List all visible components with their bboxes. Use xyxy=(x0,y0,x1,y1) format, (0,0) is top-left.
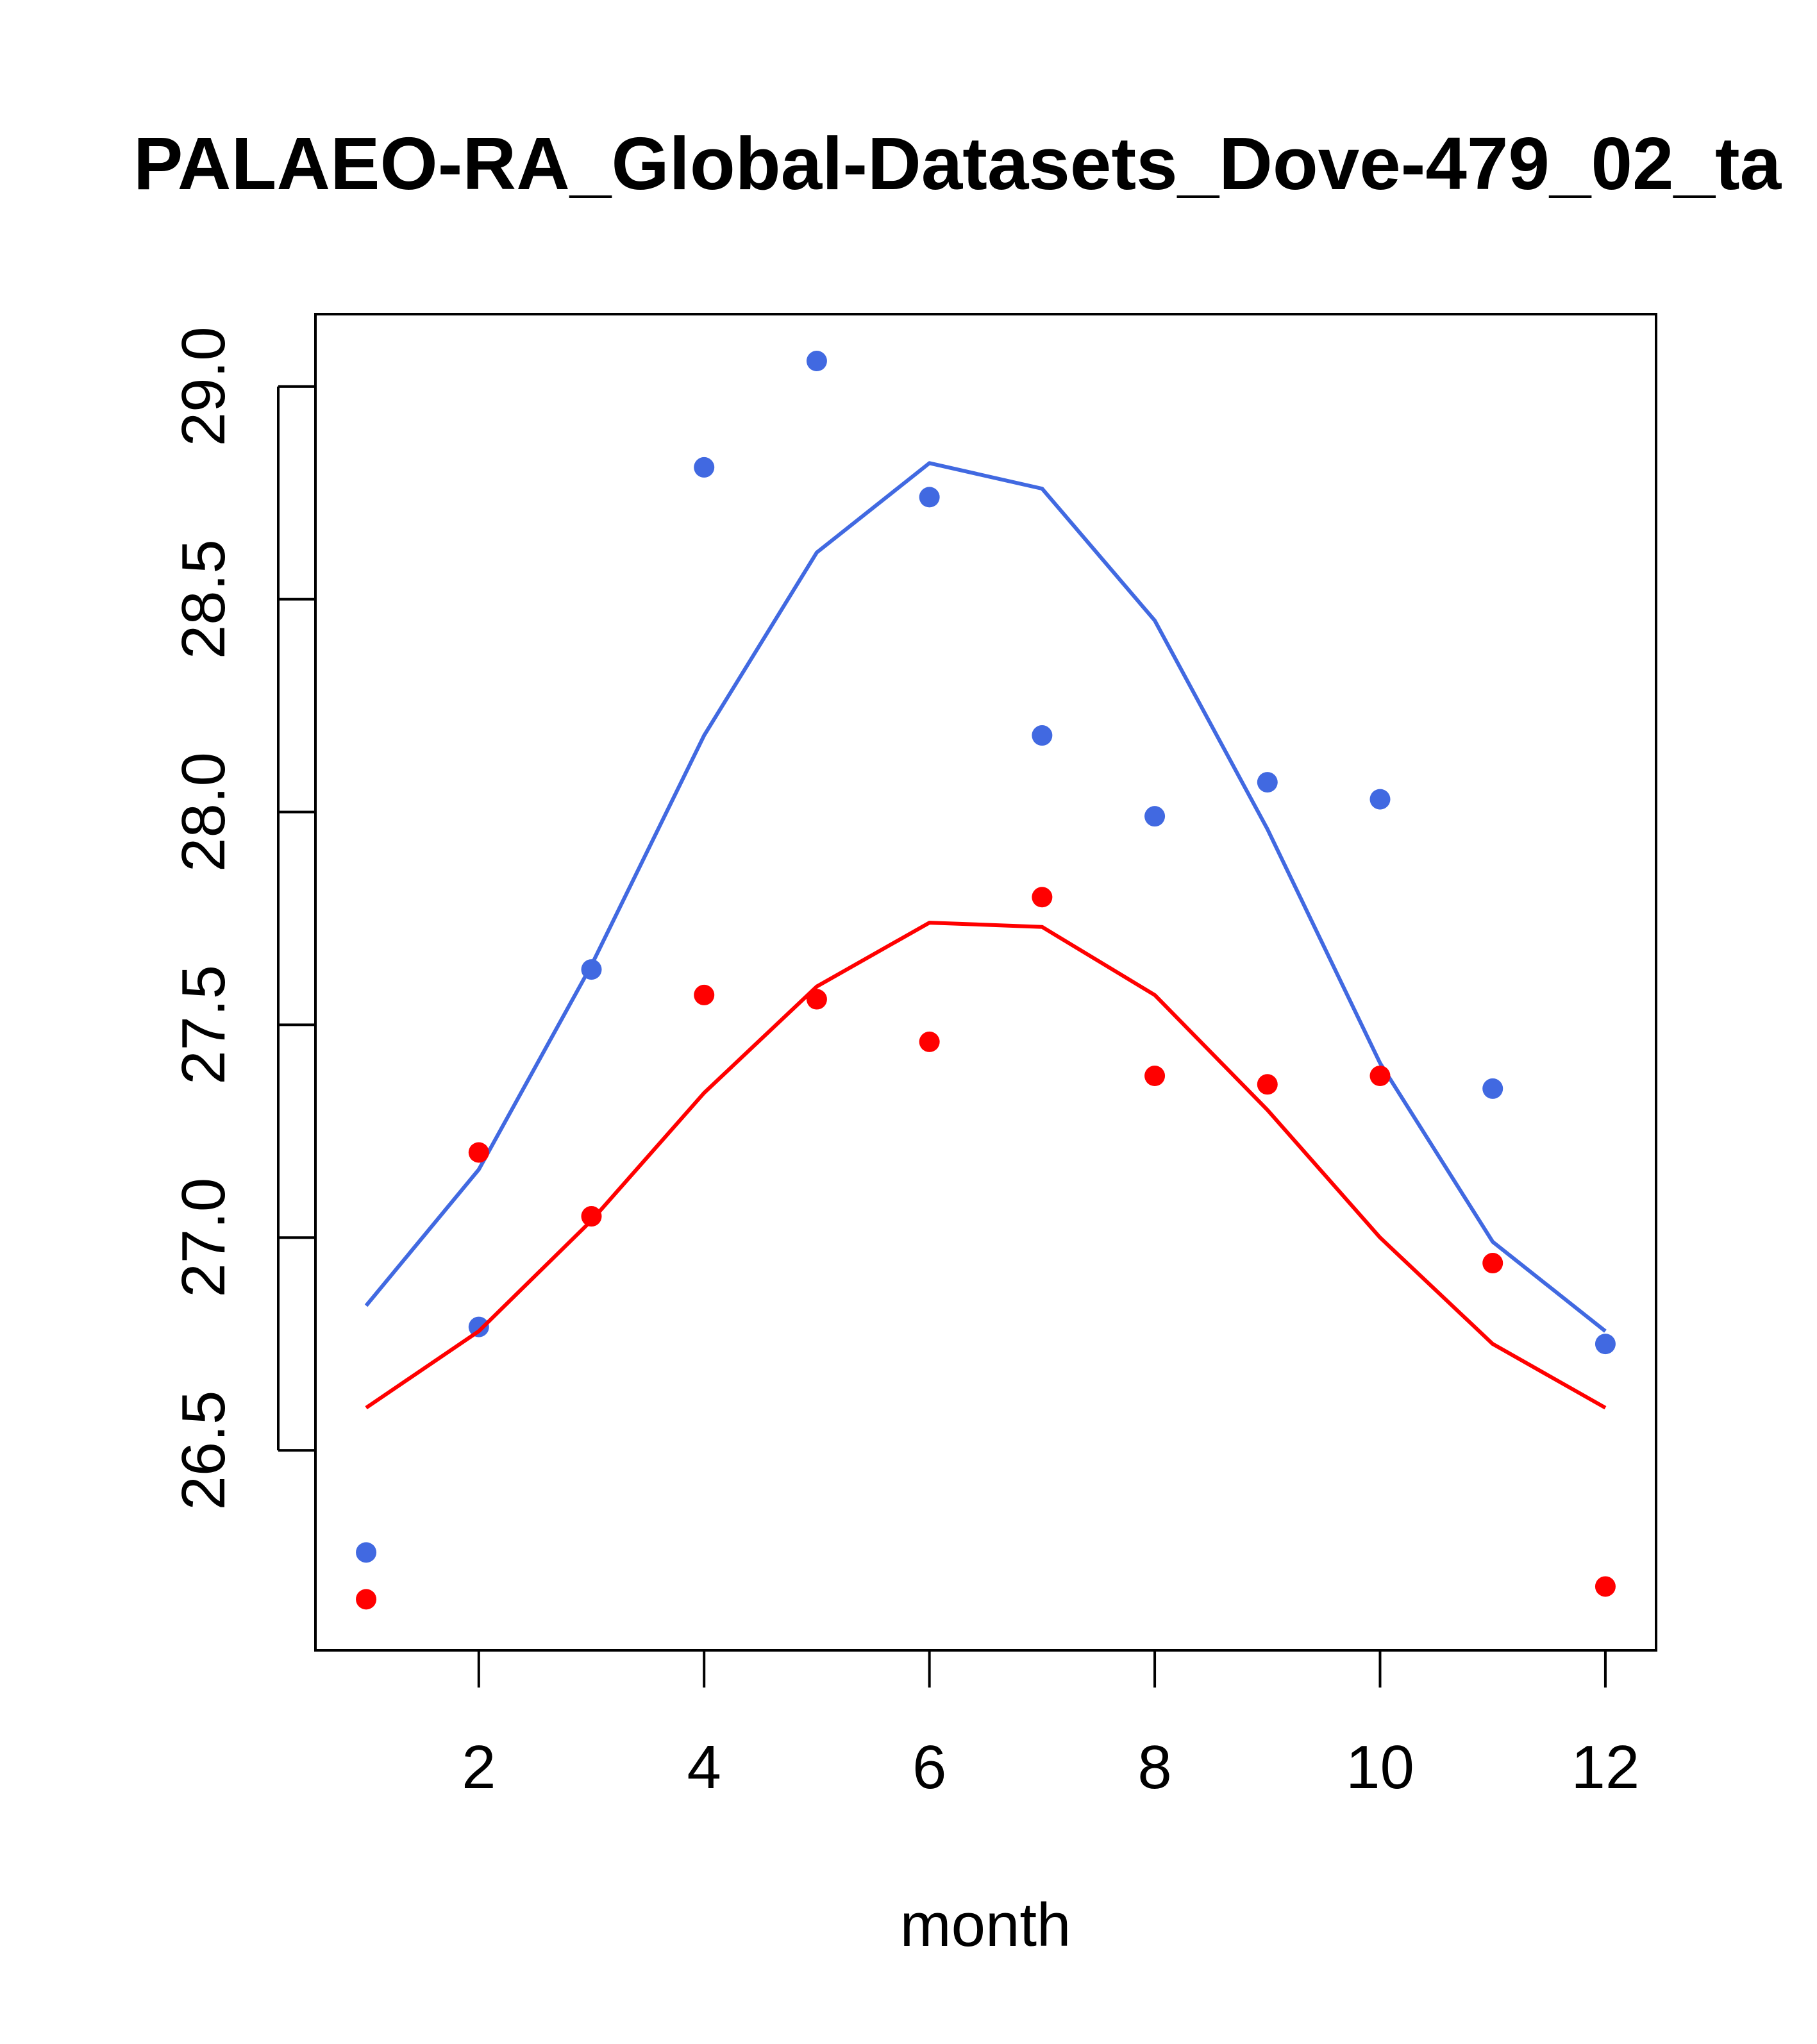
blue-point xyxy=(1032,725,1053,746)
y-tick-label: 27.5 xyxy=(169,965,238,1085)
blue-point xyxy=(1595,1334,1616,1355)
red-point xyxy=(806,989,827,1010)
blue-point xyxy=(806,351,827,372)
y-axis: 26.5 27.0 27.5 28.0 28.5 29.0 xyxy=(169,326,315,1510)
red-point xyxy=(1369,1066,1391,1087)
red-point xyxy=(1032,887,1053,908)
blue-point xyxy=(1257,772,1278,793)
x-tick-label: 4 xyxy=(687,1733,721,1802)
x-axis: 2 4 6 8 10 12 xyxy=(462,1650,1639,1802)
x-tick-label: 12 xyxy=(1571,1733,1640,1802)
y-tick-label: 28.0 xyxy=(169,752,238,872)
red-point xyxy=(468,1142,489,1163)
red-point xyxy=(1144,1066,1166,1087)
red-line xyxy=(365,921,1607,1410)
red-point xyxy=(1257,1074,1278,1095)
red-point xyxy=(1595,1576,1616,1597)
blue-point xyxy=(694,457,715,478)
blue-point xyxy=(1482,1078,1503,1099)
y-tick-label: 26.5 xyxy=(169,1391,238,1511)
blue-point xyxy=(1369,789,1391,810)
y-tick-label: 29.0 xyxy=(169,326,238,446)
x-tick-label: 2 xyxy=(462,1733,496,1802)
red-point xyxy=(694,984,715,1005)
y-tick-label: 28.5 xyxy=(169,539,238,659)
x-axis-title: month xyxy=(900,1891,1071,1959)
x-tick-label: 8 xyxy=(1137,1733,1171,1802)
red-point xyxy=(919,1031,940,1052)
x-tick-label: 6 xyxy=(912,1733,946,1802)
x-tick-label: 10 xyxy=(1346,1733,1414,1802)
series-layer xyxy=(356,351,1616,1610)
plot-area-border xyxy=(314,313,1657,1652)
y-tick-label: 27.0 xyxy=(169,1178,238,1298)
blue-point xyxy=(919,487,940,508)
blue-point xyxy=(1144,806,1166,827)
chart-title: PALAEO-RA_Global-Datasets_Dove-479_02_ta xyxy=(133,122,1782,205)
red-point xyxy=(581,1206,602,1227)
red-point xyxy=(356,1589,377,1610)
blue-point xyxy=(468,1316,489,1337)
blue-line xyxy=(364,461,1607,1333)
blue-point xyxy=(356,1542,377,1563)
red-point xyxy=(1482,1253,1503,1274)
blue-point xyxy=(581,959,602,980)
